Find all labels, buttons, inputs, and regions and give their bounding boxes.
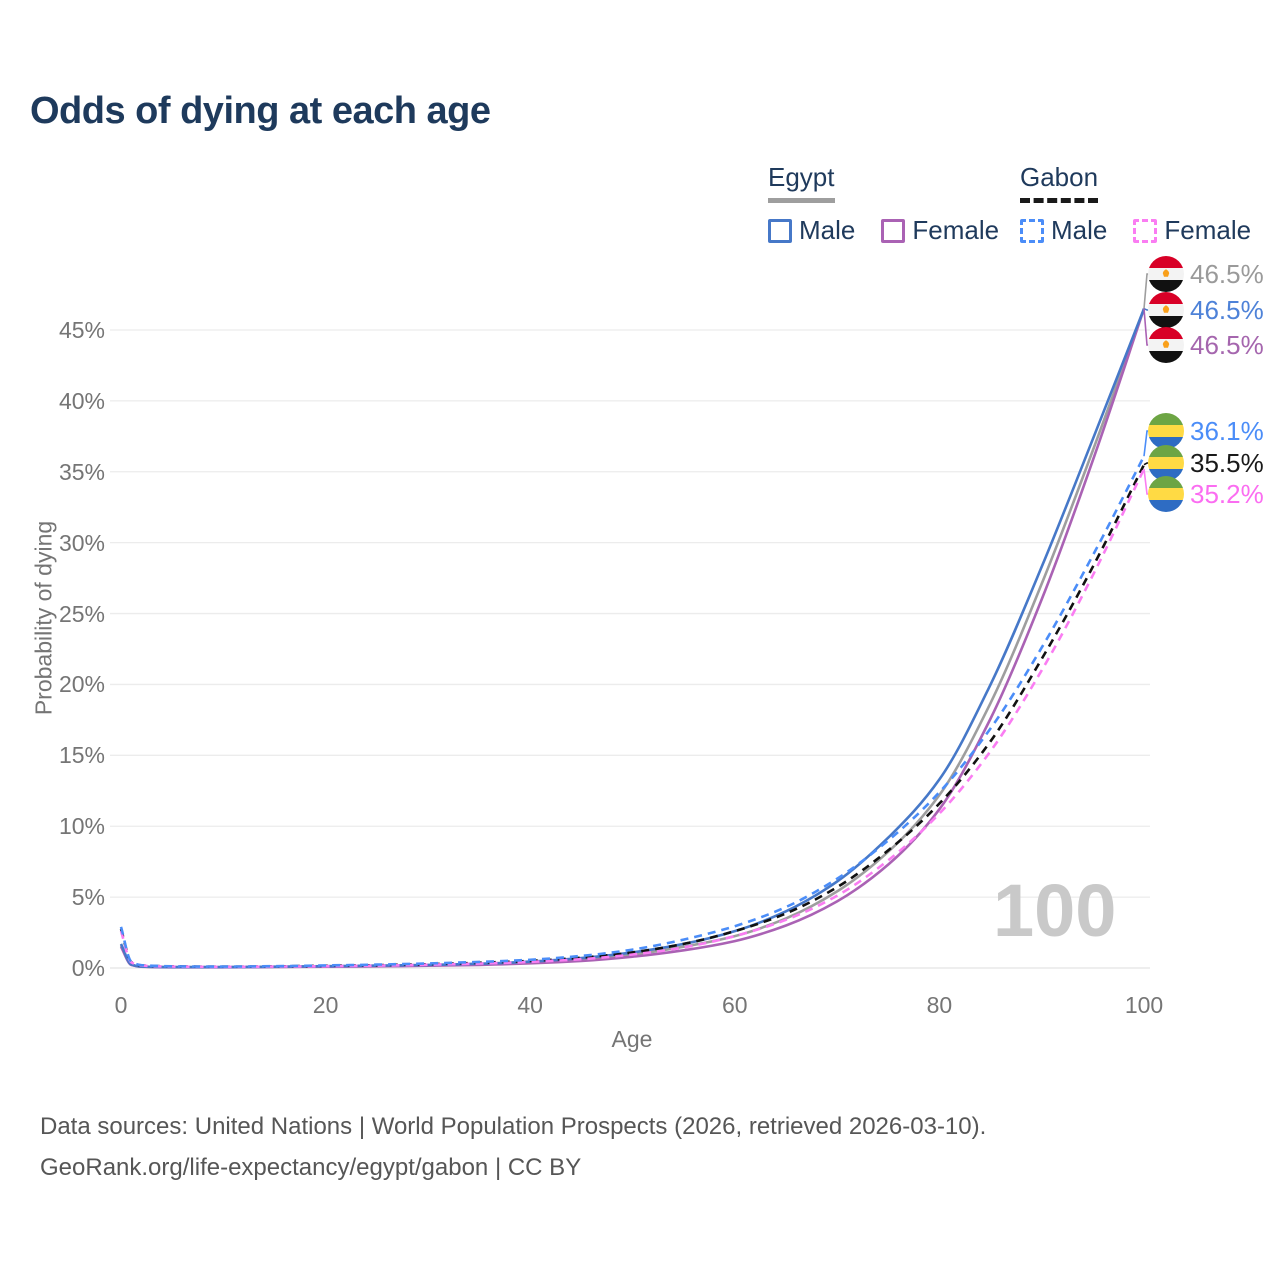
legend-country-gabon: Gabon xyxy=(1020,162,1099,203)
y-tick-label: 45% xyxy=(58,316,105,343)
series-line-gabon-total xyxy=(119,464,1146,969)
series-line-egypt-female xyxy=(119,308,1146,969)
end-label-egypt-female: 46.5% xyxy=(1148,327,1264,363)
series-line-gabon-male xyxy=(119,455,1146,968)
x-tick-label: 0 xyxy=(114,992,128,1018)
legend-label-gabon-male: Male xyxy=(1051,215,1108,245)
y-tick-label: 35% xyxy=(58,458,105,485)
legend-swatch-egypt-male-checkbox[interactable] xyxy=(768,218,792,243)
x-tick-label: 100 xyxy=(1124,992,1164,1018)
y-tick-label: 15% xyxy=(58,742,105,769)
x-tick-label: 40 xyxy=(517,992,543,1018)
x-axis-title: Age xyxy=(611,1026,653,1052)
x-tick-label: 60 xyxy=(722,992,748,1018)
end-value: 46.5% xyxy=(1190,258,1264,289)
legend-swatch-egypt-female-checkbox[interactable] xyxy=(881,218,906,243)
legend-label-gabon-female: Female xyxy=(1164,215,1252,245)
series-line-egypt-total xyxy=(119,308,1146,969)
legend-group-egypt: Egypt Male Female xyxy=(768,162,1025,246)
y-tick-label: 40% xyxy=(58,387,105,414)
gabon-flag-icon xyxy=(1148,476,1184,512)
end-label-egypt-male: 46.5% xyxy=(1148,292,1264,328)
legend-swatch-gabon-female-checkbox[interactable] xyxy=(1133,218,1158,243)
end-value: 36.1% xyxy=(1190,415,1264,446)
egypt-flag-icon xyxy=(1148,292,1184,328)
legend-label-egypt-female: Female xyxy=(912,215,1000,245)
footer: Data sources: United Nations | World Pop… xyxy=(40,1106,986,1188)
y-tick-label: 20% xyxy=(58,671,105,698)
series-line-gabon-female xyxy=(119,468,1146,969)
y-tick-label: 30% xyxy=(58,529,105,556)
end-label-gabon-female: 35.2% xyxy=(1148,476,1264,512)
y-axis-title: Probability of dying xyxy=(30,520,57,716)
legend-label-egypt-male: Male xyxy=(799,215,856,245)
y-tick-label: 5% xyxy=(71,884,105,911)
end-value: 46.5% xyxy=(1190,294,1264,325)
page-title: Odds of dying at each age xyxy=(30,90,491,132)
legend-country-egypt: Egypt xyxy=(768,162,835,203)
end-value: 35.5% xyxy=(1190,447,1264,478)
gabon-flag-icon xyxy=(1148,413,1184,449)
age-watermark: 100 xyxy=(993,869,1117,952)
end-label-gabon-male: 36.1% xyxy=(1148,413,1264,449)
footer-url[interactable]: GeoRank.org/life-expectancy/egypt/gabon … xyxy=(40,1154,582,1181)
end-label-egypt-total: 46.5% xyxy=(1148,256,1264,292)
end-value: 46.5% xyxy=(1190,329,1264,360)
legend-swatch-gabon-male-checkbox[interactable] xyxy=(1020,218,1044,243)
y-tick-label: 10% xyxy=(58,813,105,840)
end-label-gabon-total: 35.5% xyxy=(1148,445,1264,481)
end-value: 35.2% xyxy=(1190,478,1264,509)
y-tick-label: 0% xyxy=(71,955,105,981)
x-tick-label: 20 xyxy=(312,992,339,1018)
footer-sources: Data sources: United Nations | World Pop… xyxy=(40,1113,987,1140)
x-tick-label: 80 xyxy=(926,992,953,1018)
gabon-flag-icon xyxy=(1148,445,1184,481)
legend-group-gabon: Gabon Male Female xyxy=(1020,162,1277,246)
egypt-flag-icon xyxy=(1148,327,1184,363)
series-line-egypt-male xyxy=(119,308,1146,969)
y-tick-label: 25% xyxy=(58,600,105,627)
egypt-flag-icon xyxy=(1148,256,1184,292)
